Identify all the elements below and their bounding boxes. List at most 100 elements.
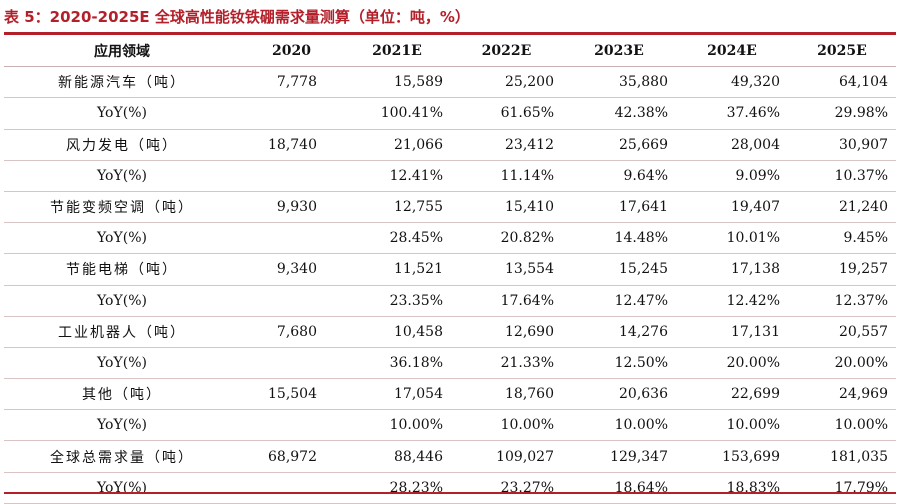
table-cell: 17,054 bbox=[343, 378, 451, 411]
row-label: YoY(%) bbox=[4, 347, 240, 380]
table-cell: 129,347 bbox=[562, 440, 676, 473]
yoy-row: YoY(%) 23.35% 17.64% 12.47% 12.42% 12.37% bbox=[4, 285, 896, 317]
table-cell bbox=[240, 409, 343, 442]
table-cell: 10.37% bbox=[788, 160, 896, 192]
table-cell bbox=[240, 160, 343, 192]
table-row: 节能电梯（吨） 9,340 11,521 13,554 15,245 17,138 19,2… bbox=[4, 253, 896, 286]
table-cell: 153,699 bbox=[676, 440, 788, 473]
table-cell: 12.47% bbox=[562, 285, 676, 317]
row-label: YoY(%) bbox=[4, 222, 240, 255]
yoy-row: YoY(%) 100.41% 61.65% 42.38% 37.46% 29.98% bbox=[4, 97, 896, 130]
table-cell: 11,521 bbox=[343, 253, 451, 286]
table-row: 其他（吨） 15,504 17,054 18,760 20,636 22,699 24,96… bbox=[4, 378, 896, 411]
table-cell: 21,066 bbox=[343, 129, 451, 161]
table-cell: 21.33% bbox=[451, 347, 562, 380]
table-cell: 13,554 bbox=[451, 253, 562, 286]
table-cell: 11.14% bbox=[451, 160, 562, 192]
row-label: 节能变频空调（吨） bbox=[4, 191, 240, 224]
table-cell: 12.42% bbox=[676, 285, 788, 317]
table-cell: 24,969 bbox=[788, 378, 896, 411]
table-cell: 17.79% bbox=[788, 472, 896, 504]
table-cell: 88,446 bbox=[343, 440, 451, 473]
table-cell: 20.00% bbox=[676, 347, 788, 380]
table-cell: 100.41% bbox=[343, 97, 451, 130]
table-cell: 12,755 bbox=[343, 191, 451, 224]
top-rule bbox=[4, 32, 896, 35]
table-cell bbox=[240, 222, 343, 255]
table-row: 全球总需求量（吨） 68,972 88,446 109,027 129,347 153,6… bbox=[4, 440, 896, 473]
table-cell: 23.27% bbox=[451, 472, 562, 504]
row-label: 其他（吨） bbox=[4, 378, 240, 411]
row-label: 节能电梯（吨） bbox=[4, 253, 240, 286]
column-header: 2020 bbox=[240, 36, 343, 68]
row-label: YoY(%) bbox=[4, 160, 240, 192]
table-cell bbox=[240, 347, 343, 380]
table-cell: 19,257 bbox=[788, 253, 896, 286]
table-cell: 18.83% bbox=[676, 472, 788, 504]
table-row: 工业机器人（吨） 7,680 10,458 12,690 14,276 17,131 20,… bbox=[4, 316, 896, 348]
table-cell: 23.35% bbox=[343, 285, 451, 317]
row-label: 新能源汽车（吨） bbox=[4, 66, 240, 99]
table-cell: 15,245 bbox=[562, 253, 676, 286]
table-cell: 17,131 bbox=[676, 316, 788, 348]
row-label: YoY(%) bbox=[4, 97, 240, 130]
table-cell: 29.98% bbox=[788, 97, 896, 130]
table-cell: 17,138 bbox=[676, 253, 788, 286]
table-cell: 10.00% bbox=[343, 409, 451, 442]
table-cell: 30,907 bbox=[788, 129, 896, 161]
yoy-row: YoY(%) 28.23% 23.27% 18.64% 18.83% 17.79% bbox=[4, 472, 896, 504]
row-label: YoY(%) bbox=[4, 285, 240, 317]
table-cell: 9.09% bbox=[676, 160, 788, 192]
table-cell: 14,276 bbox=[562, 316, 676, 348]
table-cell: 25,200 bbox=[451, 66, 562, 99]
table-cell: 23,412 bbox=[451, 129, 562, 161]
yoy-row: YoY(%) 12.41% 11.14% 9.64% 9.09% 10.37% bbox=[4, 160, 896, 192]
column-header: 2023E bbox=[562, 36, 676, 68]
table-cell: 18.64% bbox=[562, 472, 676, 504]
table-cell bbox=[240, 285, 343, 317]
table-cell: 37.46% bbox=[676, 97, 788, 130]
row-label: YoY(%) bbox=[4, 409, 240, 442]
table-row: 风力发电（吨） 18,740 21,066 23,412 25,669 28,004 30,… bbox=[4, 129, 896, 161]
table-cell: 9,930 bbox=[240, 191, 343, 224]
table-cell: 18,740 bbox=[240, 129, 343, 161]
column-header: 应用领域 bbox=[4, 36, 240, 68]
table-cell: 10.01% bbox=[676, 222, 788, 255]
yoy-row: YoY(%) 36.18% 21.33% 12.50% 20.00% 20.00% bbox=[4, 347, 896, 380]
table-row: 节能变频空调（吨） 9,930 12,755 15,410 17,641 19,407 21… bbox=[4, 191, 896, 224]
column-header: 2022E bbox=[451, 36, 562, 68]
table-cell: 181,035 bbox=[788, 440, 896, 473]
row-label: YoY(%) bbox=[4, 472, 240, 504]
table-cell: 9.45% bbox=[788, 222, 896, 255]
table-cell: 25,669 bbox=[562, 129, 676, 161]
table-cell: 22,699 bbox=[676, 378, 788, 411]
column-header: 2024E bbox=[676, 36, 788, 68]
row-label: 全球总需求量（吨） bbox=[4, 440, 240, 473]
table-cell: 10.00% bbox=[562, 409, 676, 442]
table-cell: 68,972 bbox=[240, 440, 343, 473]
row-label: 工业机器人（吨） bbox=[4, 316, 240, 348]
yoy-row: YoY(%) 10.00% 10.00% 10.00% 10.00% 10.00% bbox=[4, 409, 896, 442]
table-cell: 49,320 bbox=[676, 66, 788, 99]
table-cell: 15,410 bbox=[451, 191, 562, 224]
table-cell: 64,104 bbox=[788, 66, 896, 99]
header-row: 应用领域 2020 2021E 2022E 2023E 2024E 2025E bbox=[4, 36, 896, 68]
table-cell: 28.45% bbox=[343, 222, 451, 255]
table-cell: 15,589 bbox=[343, 66, 451, 99]
table-cell: 10.00% bbox=[451, 409, 562, 442]
table-cell: 9,340 bbox=[240, 253, 343, 286]
table-cell: 10.00% bbox=[788, 409, 896, 442]
column-header: 2025E bbox=[788, 36, 896, 68]
table-cell: 19,407 bbox=[676, 191, 788, 224]
table-cell: 21,240 bbox=[788, 191, 896, 224]
table-cell: 36.18% bbox=[343, 347, 451, 380]
column-header: 2021E bbox=[343, 36, 451, 68]
table-cell: 61.65% bbox=[451, 97, 562, 130]
table-cell: 7,778 bbox=[240, 66, 343, 99]
table-cell: 10.00% bbox=[676, 409, 788, 442]
table-cell: 20,636 bbox=[562, 378, 676, 411]
table-cell: 109,027 bbox=[451, 440, 562, 473]
table-cell: 12.41% bbox=[343, 160, 451, 192]
table-cell bbox=[240, 472, 343, 504]
demand-table: 应用领域 2020 2021E 2022E 2023E 2024E 2025E … bbox=[4, 36, 896, 504]
